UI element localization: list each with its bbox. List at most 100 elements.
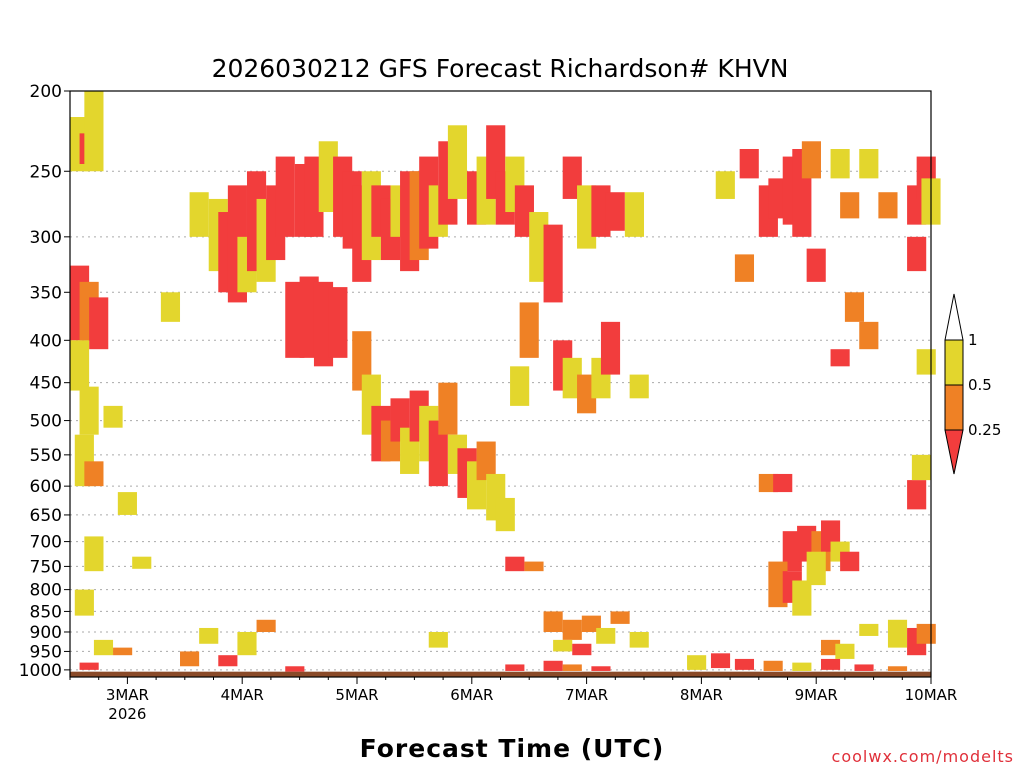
cell-123 [505,556,525,572]
y-tick-label-450: 450 [30,374,62,394]
cell-139 [113,647,133,656]
cell-145 [562,664,582,671]
cell-129 [610,611,630,624]
cell-56 [605,192,625,231]
cell-15 [160,292,181,322]
cell-116 [840,551,860,572]
cell-118 [887,619,908,648]
colorbar-label-0.25: 0.25 [968,421,1001,439]
cell-82 [715,171,735,199]
cell-102 [916,349,936,375]
cell-7 [79,386,99,435]
colorbar-top-extension [944,293,964,341]
cell-90 [859,149,879,179]
y-tick-label-600: 600 [30,477,62,497]
cell-154 [887,666,908,671]
colorbar-bin-high [944,339,964,386]
cell-73 [495,497,515,532]
y-tick-label-400: 400 [30,331,62,351]
cell-57 [624,192,644,237]
chart-title: 2026030212 GFS Forecast Richardson# KHVN [212,54,789,83]
cell-83 [739,149,759,179]
y-tick-label-750: 750 [30,557,62,577]
y-tick-label-850: 850 [30,602,62,622]
heatmap-cells [70,91,941,672]
y-tick-label-250: 250 [30,162,62,182]
cell-66 [428,420,448,487]
cell-127 [581,615,601,632]
cell-130 [629,631,649,648]
cell-98 [806,248,826,282]
y-tick-label-650: 650 [30,506,62,526]
cell-134 [237,631,257,656]
ground-band [70,671,931,677]
y-tick-label-950: 950 [30,642,62,662]
cell-117 [859,623,879,636]
colorbar-bin-mid [944,384,964,431]
cell-75 [519,302,539,358]
cell-2 [84,91,104,172]
x-tick-label-3: 6MAR [450,686,493,704]
cell-9 [84,461,104,487]
cell-24 [275,156,295,237]
cell-96 [907,236,927,272]
cell-6 [70,340,90,391]
y-tick-label-350: 350 [30,283,62,303]
y-tick-label-300: 300 [30,228,62,248]
x-tick-label-2: 5MAR [335,686,378,704]
cell-151 [792,662,812,671]
cell-52 [543,224,563,303]
cell-136 [199,627,219,644]
cell-67 [438,382,458,435]
cell-100 [859,321,879,350]
x-tick-label-1: 4MAR [221,686,264,704]
cell-80 [600,321,621,375]
colorbar-bottom-extension [944,429,964,475]
cell-88 [801,141,821,179]
cell-138 [93,639,114,656]
y-tick-label-500: 500 [30,412,62,432]
y-tick-label-1000: 1000 [19,661,62,681]
cell-132 [572,643,592,656]
cell-103 [907,480,927,510]
x-axis-label: Forecast Time (UTC) [360,734,665,763]
cell-126 [562,619,582,640]
cell-122 [835,643,855,659]
cell-104 [911,454,931,481]
y-tick-label-550: 550 [30,446,62,466]
cell-28 [328,287,348,358]
cell-97 [734,254,755,282]
cell-74 [510,366,530,406]
ground-fill [70,671,931,677]
x-tick-label-5: 8MAR [680,686,723,704]
colorbar-label-0.5: 0.5 [968,376,992,394]
cell-101 [830,349,850,367]
cell-124 [524,561,544,572]
cell-146 [591,666,611,671]
cell-106 [773,473,793,493]
cell-113 [792,580,812,616]
cell-14 [74,589,94,616]
cell-149 [734,658,755,670]
cell-92 [878,192,898,219]
x-tick-label-0: 3MAR [106,686,149,704]
cell-140 [79,662,99,670]
cell-16 [189,192,209,237]
credit-text: coolwx.com/modelts [832,747,1014,766]
cell-10 [103,405,123,428]
colorbar: 1 0.5 0.25 [944,293,1001,475]
cell-131 [553,639,573,652]
cell-141 [218,655,238,667]
cell-150 [763,660,783,671]
cell-44 [447,125,468,199]
cell-142 [285,666,305,672]
cell-137 [180,651,200,667]
cell-71 [476,441,496,481]
cell-135 [428,631,448,648]
cell-120 [916,623,936,644]
cell-143 [505,664,525,671]
x-tick-label-4: 7MAR [565,686,608,704]
cell-147 [687,655,707,670]
